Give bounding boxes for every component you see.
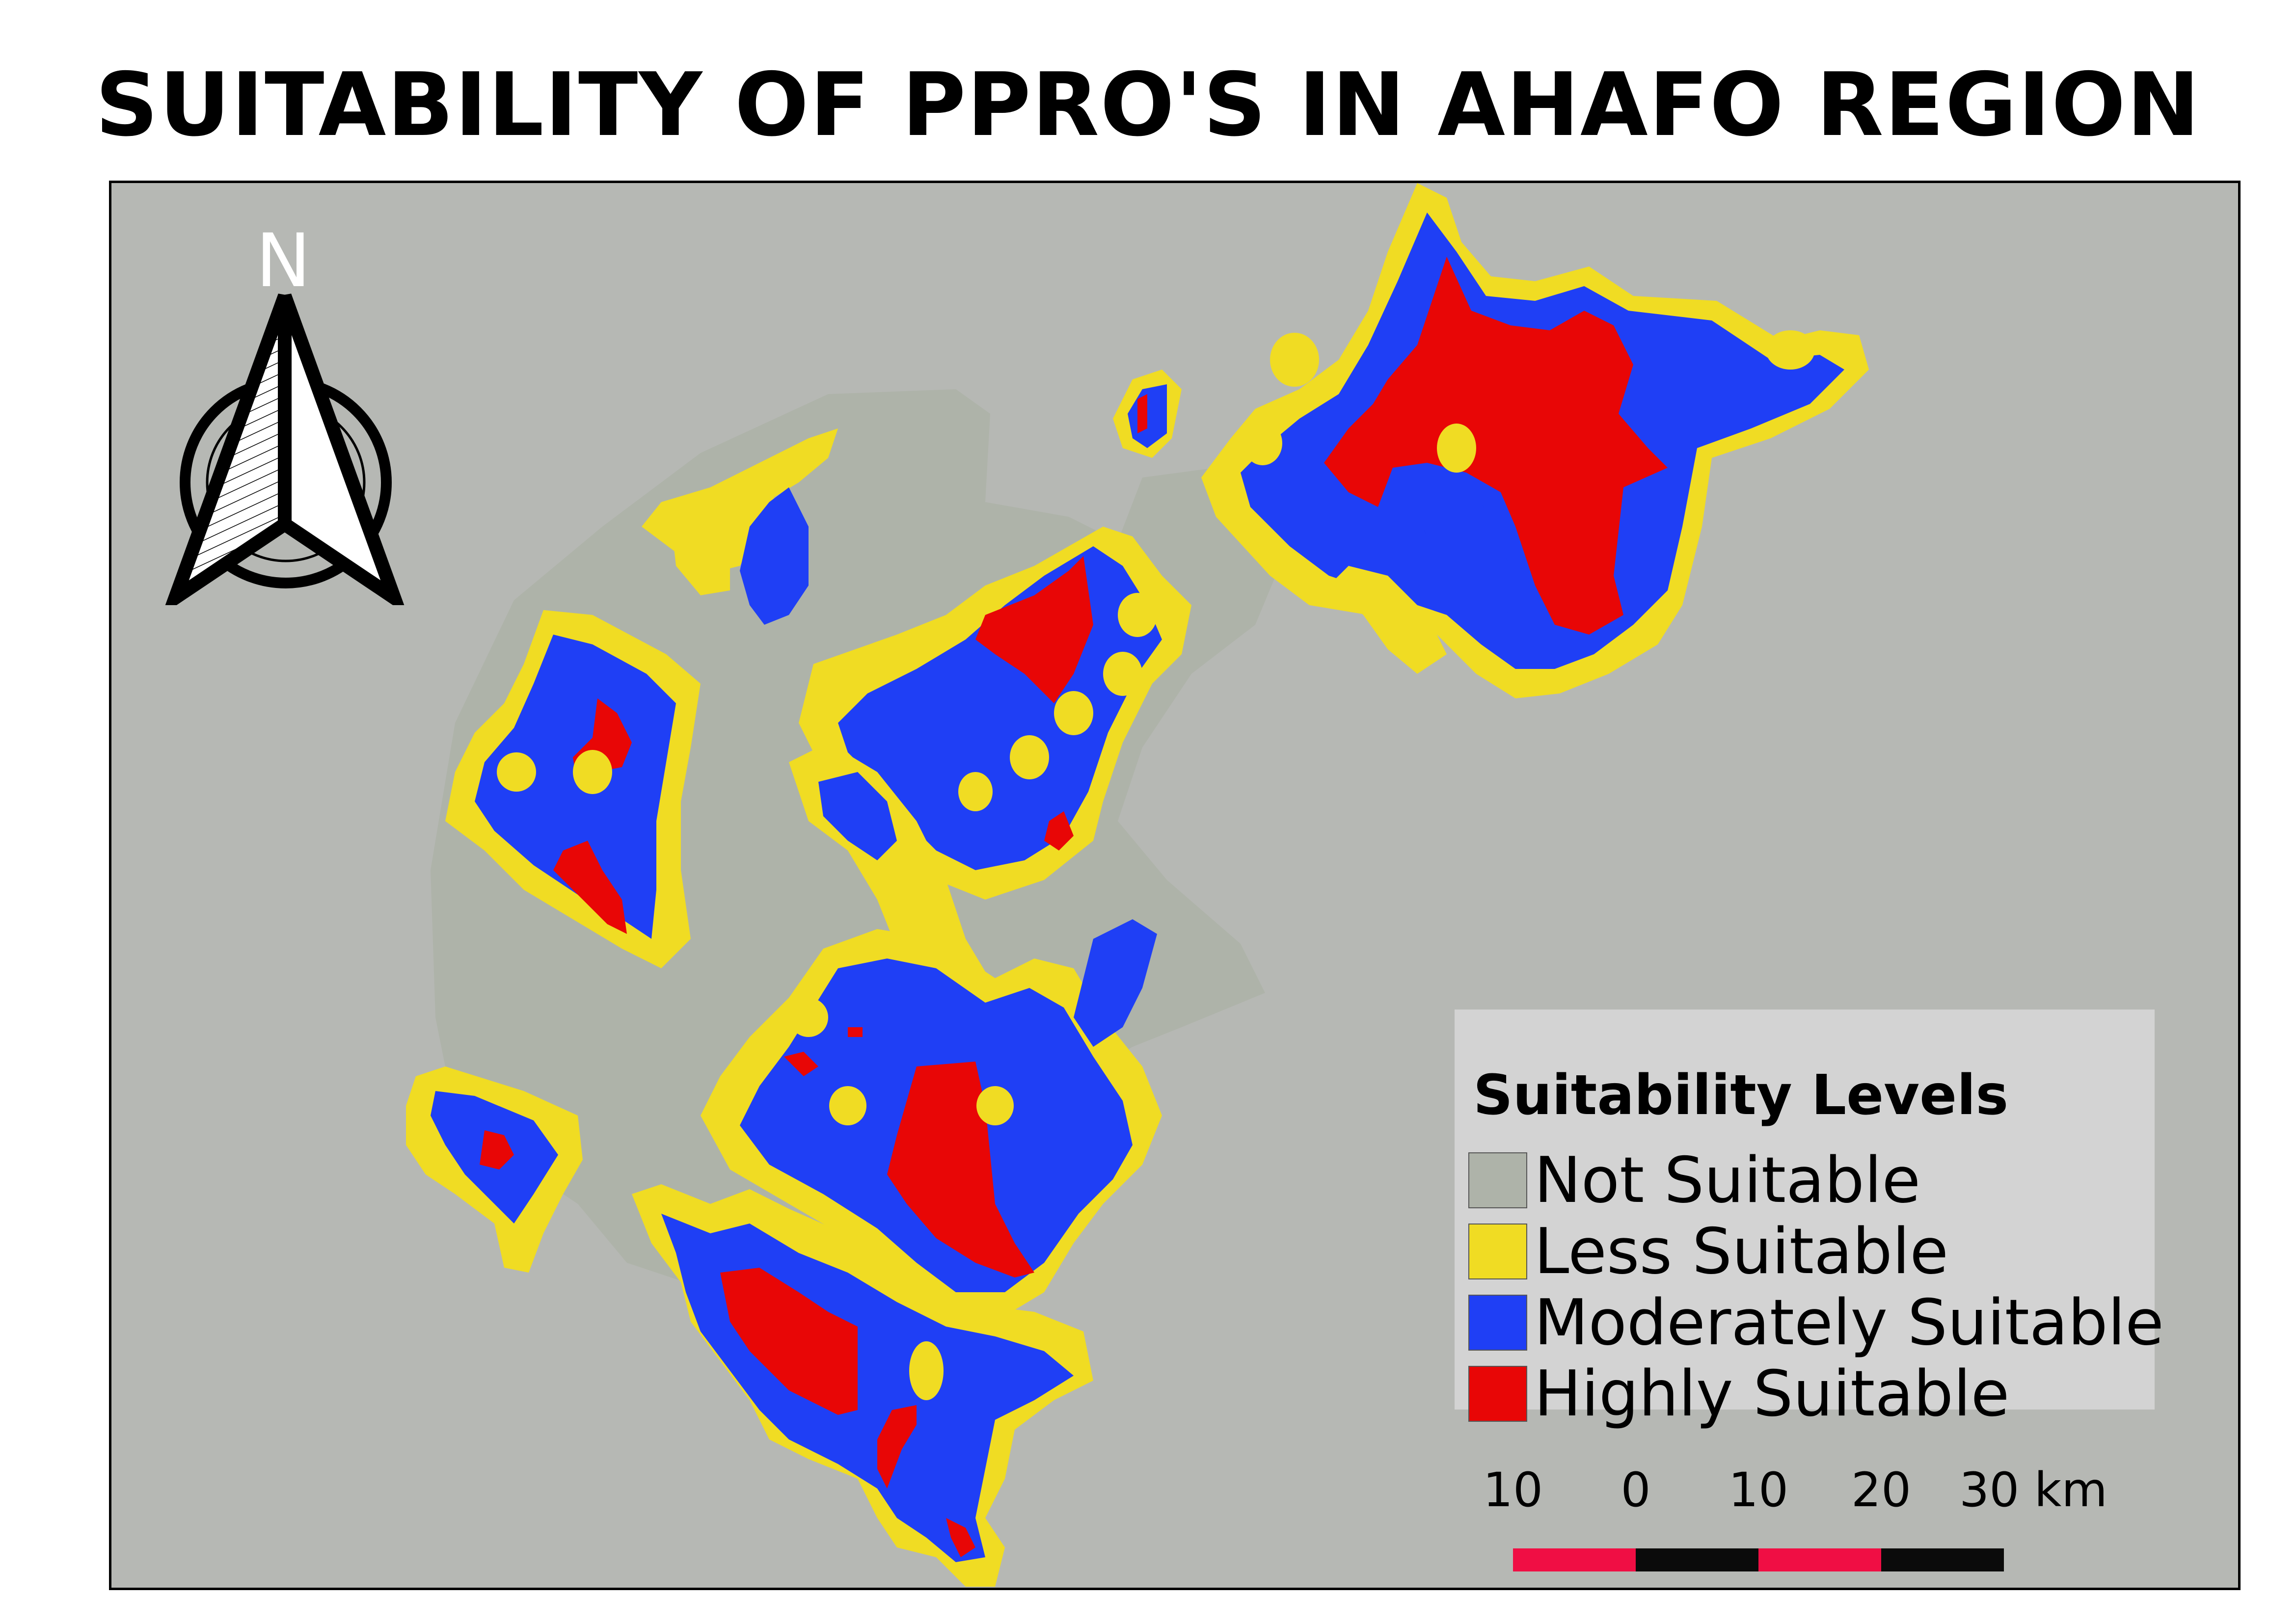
legend-label: Less Suitable — [1534, 1215, 1948, 1288]
legend-title: Suitability Levels — [1473, 1064, 2009, 1127]
zone-south — [632, 1184, 1093, 1587]
map-frame[interactable]: N — [109, 181, 2241, 1590]
legend-label: Highly Suitable — [1534, 1357, 2010, 1431]
swatch-moderately-suitable — [1468, 1295, 1527, 1351]
zone-west — [445, 610, 701, 968]
zone-northwest — [642, 428, 838, 625]
zone-southwest-small — [406, 1066, 583, 1273]
suitability-map — [406, 183, 1869, 1587]
north-arrow: N — [161, 203, 416, 605]
legend-label: Moderately Suitable — [1534, 1286, 2164, 1359]
legend: Suitability Levels Not Suitable Less Sui… — [1455, 1010, 2164, 1431]
scale-bar: 10 0 10 20 30 km — [1483, 1453, 2185, 1571]
scale-label: 10 — [1728, 1463, 1789, 1517]
scale-segment-2 — [1636, 1548, 1758, 1571]
legend-item-moderately-suitable: Moderately Suitable — [1468, 1286, 2164, 1359]
zone-central — [701, 919, 1162, 1322]
map-title: SUITABILITY OF PPRO'S IN AHAFO REGION — [95, 54, 2201, 156]
scale-segment-1 — [1513, 1548, 1636, 1571]
zone-north-strip — [1113, 370, 1182, 458]
swatch-not-suitable — [1468, 1152, 1527, 1208]
scale-label: 20 — [1851, 1463, 1912, 1517]
legend-item-highly-suitable: Highly Suitable — [1468, 1357, 2009, 1431]
north-arrow-icon: N — [165, 218, 405, 605]
swatch-less-suitable — [1468, 1224, 1527, 1279]
scale-label: 10 — [1483, 1463, 1543, 1517]
scale-label: 30 km — [1959, 1463, 2107, 1517]
scale-segment-3 — [1758, 1548, 1881, 1571]
swatch-highly-suitable — [1468, 1366, 1527, 1422]
legend-item-less-suitable: Less Suitable — [1468, 1215, 1948, 1288]
scale-segment-4 — [1881, 1548, 2004, 1571]
legend-label: Not Suitable — [1534, 1144, 1921, 1217]
svg-text:N: N — [256, 218, 311, 304]
scale-label: 0 — [1621, 1463, 1651, 1517]
legend-item-not-suitable: Not Suitable — [1468, 1144, 1920, 1217]
zone-northeast — [1201, 183, 1869, 698]
